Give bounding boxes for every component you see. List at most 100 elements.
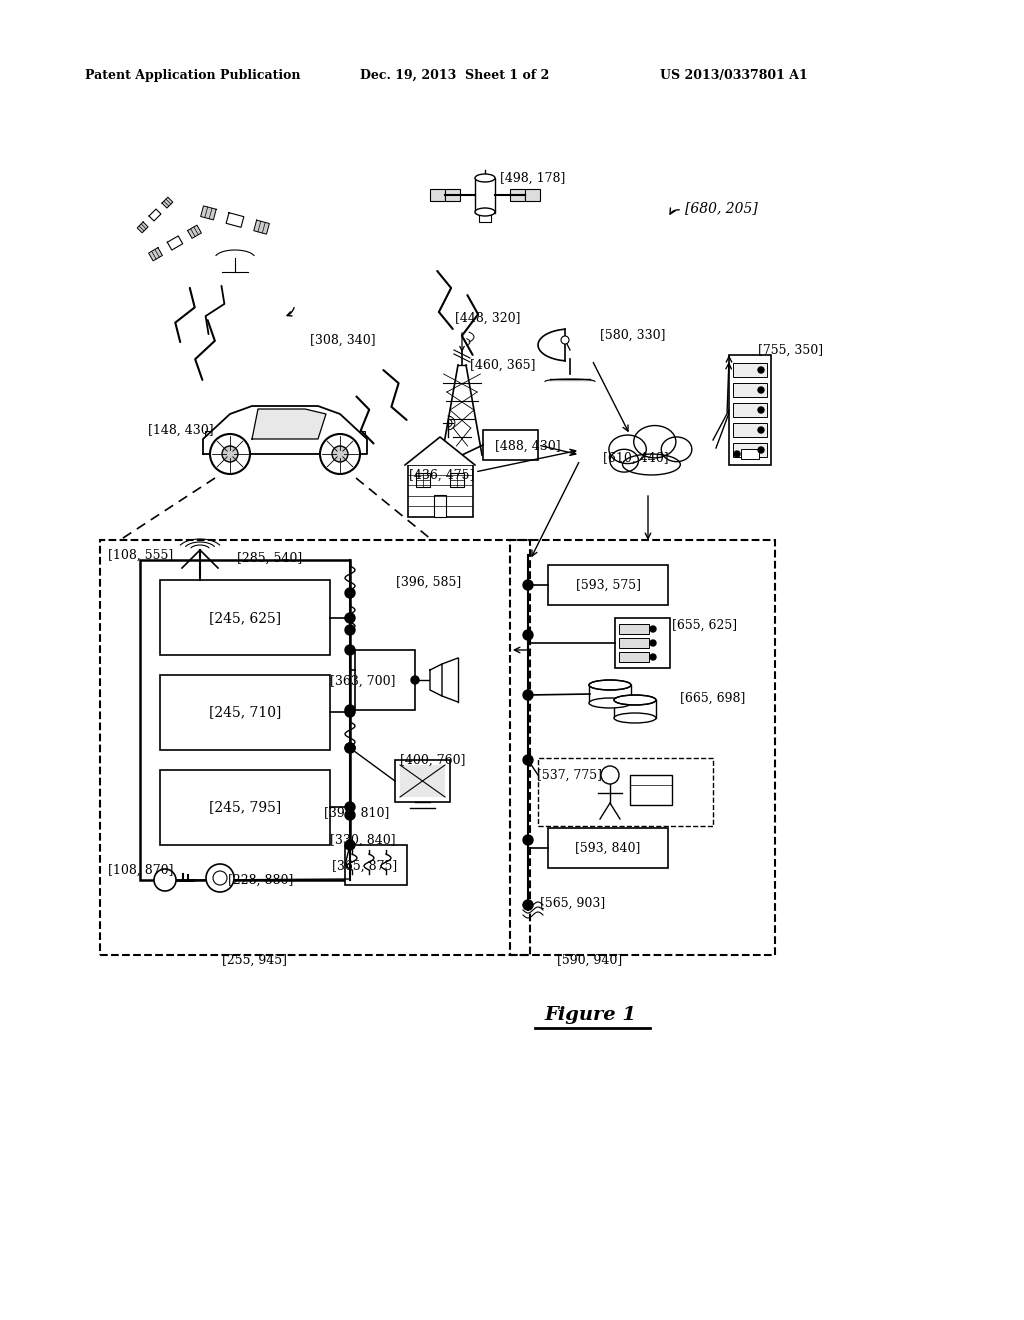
Ellipse shape (589, 698, 631, 708)
Circle shape (523, 836, 534, 845)
Text: [448, 320]: [448, 320] (455, 312, 520, 325)
Text: [498, 178]: [498, 178] (500, 172, 565, 185)
Text: Patent Application Publication: Patent Application Publication (85, 69, 300, 82)
Text: [108, 555]: [108, 555] (108, 549, 173, 561)
Circle shape (561, 337, 569, 345)
Circle shape (523, 579, 534, 590)
Text: [755, 350]: [755, 350] (758, 343, 823, 356)
Polygon shape (406, 437, 475, 465)
Bar (140, 560, 350, 880)
Bar (630, 775, 672, 805)
Bar (355, 649, 415, 710)
Text: [245, 710]: [245, 710] (209, 705, 282, 719)
Circle shape (332, 446, 348, 462)
Bar (160, 770, 330, 845)
Text: [108, 870]: [108, 870] (108, 863, 173, 876)
Circle shape (154, 869, 176, 891)
Bar (510, 189, 525, 201)
Text: US 2013/0337801 A1: US 2013/0337801 A1 (660, 69, 808, 82)
Text: Dec. 19, 2013  Sheet 1 of 2: Dec. 19, 2013 Sheet 1 of 2 (360, 69, 549, 82)
Bar (100, 540, 530, 954)
Bar (475, 178, 495, 213)
Text: [365, 875]: [365, 875] (333, 859, 397, 873)
Bar (618, 624, 649, 634)
Bar (430, 189, 445, 201)
Circle shape (345, 708, 355, 717)
Bar (510, 540, 775, 954)
Circle shape (213, 871, 227, 884)
Circle shape (345, 840, 355, 850)
Polygon shape (167, 236, 182, 249)
Circle shape (345, 624, 355, 635)
Text: [665, 698]: [665, 698] (680, 692, 745, 705)
Text: [537, 775]: [537, 775] (537, 768, 602, 781)
Text: [245, 625]: [245, 625] (209, 611, 281, 624)
Text: [460, 365]: [460, 365] (470, 359, 536, 371)
Ellipse shape (634, 425, 676, 458)
Text: [396, 585]: [396, 585] (396, 576, 461, 589)
Text: [580, 330]: [580, 330] (600, 329, 666, 342)
Circle shape (345, 810, 355, 820)
Circle shape (345, 743, 355, 752)
Polygon shape (201, 206, 216, 220)
Bar (160, 579, 330, 655)
Polygon shape (254, 220, 269, 234)
Text: [308, 340]: [308, 340] (310, 334, 376, 346)
Bar (548, 828, 668, 869)
Circle shape (758, 387, 764, 393)
Circle shape (523, 630, 534, 640)
Ellipse shape (475, 209, 495, 216)
Polygon shape (162, 197, 173, 209)
Text: [565, 903]: [565, 903] (540, 896, 605, 909)
Polygon shape (545, 379, 595, 381)
Text: [228, 880]: [228, 880] (228, 874, 293, 887)
Bar (408, 465, 473, 517)
Circle shape (734, 451, 740, 457)
Text: [488, 430]: [488, 430] (495, 440, 560, 453)
Bar (618, 652, 649, 663)
Polygon shape (150, 209, 161, 220)
Circle shape (523, 755, 534, 766)
Text: [245, 795]: [245, 795] (209, 800, 282, 814)
Text: [363, 700]: [363, 700] (331, 675, 395, 688)
Text: [655, 625]: [655, 625] (672, 619, 737, 631)
Bar (450, 473, 464, 487)
Polygon shape (187, 226, 202, 239)
Circle shape (758, 407, 764, 413)
Ellipse shape (475, 174, 495, 182)
Circle shape (345, 612, 355, 623)
Text: [330, 840]: [330, 840] (330, 833, 395, 846)
Bar (741, 449, 759, 459)
Circle shape (206, 865, 234, 892)
Bar (733, 383, 767, 397)
Polygon shape (538, 329, 565, 360)
Polygon shape (203, 407, 367, 454)
Bar (733, 422, 767, 437)
Text: [436, 475]: [436, 475] (410, 469, 475, 482)
Circle shape (345, 705, 355, 715)
Bar (355, 432, 365, 440)
Ellipse shape (614, 713, 656, 723)
Ellipse shape (610, 449, 639, 473)
Circle shape (222, 446, 238, 462)
Circle shape (650, 653, 656, 660)
Text: [610, 440]: [610, 440] (603, 451, 669, 465)
Text: [400, 760]: [400, 760] (400, 754, 466, 767)
Bar (615, 618, 670, 668)
Polygon shape (137, 222, 148, 232)
Circle shape (345, 803, 355, 812)
Circle shape (210, 434, 250, 474)
Circle shape (758, 426, 764, 433)
Bar (395, 760, 450, 803)
Polygon shape (252, 409, 326, 440)
Bar (525, 189, 540, 201)
Circle shape (758, 367, 764, 374)
Text: [590, 940]: [590, 940] (557, 953, 623, 966)
Bar (733, 363, 767, 378)
Circle shape (523, 690, 534, 700)
Ellipse shape (662, 437, 692, 462)
Bar (733, 444, 767, 457)
Bar (205, 432, 215, 440)
Text: Figure 1: Figure 1 (544, 1006, 636, 1024)
Circle shape (345, 587, 355, 598)
